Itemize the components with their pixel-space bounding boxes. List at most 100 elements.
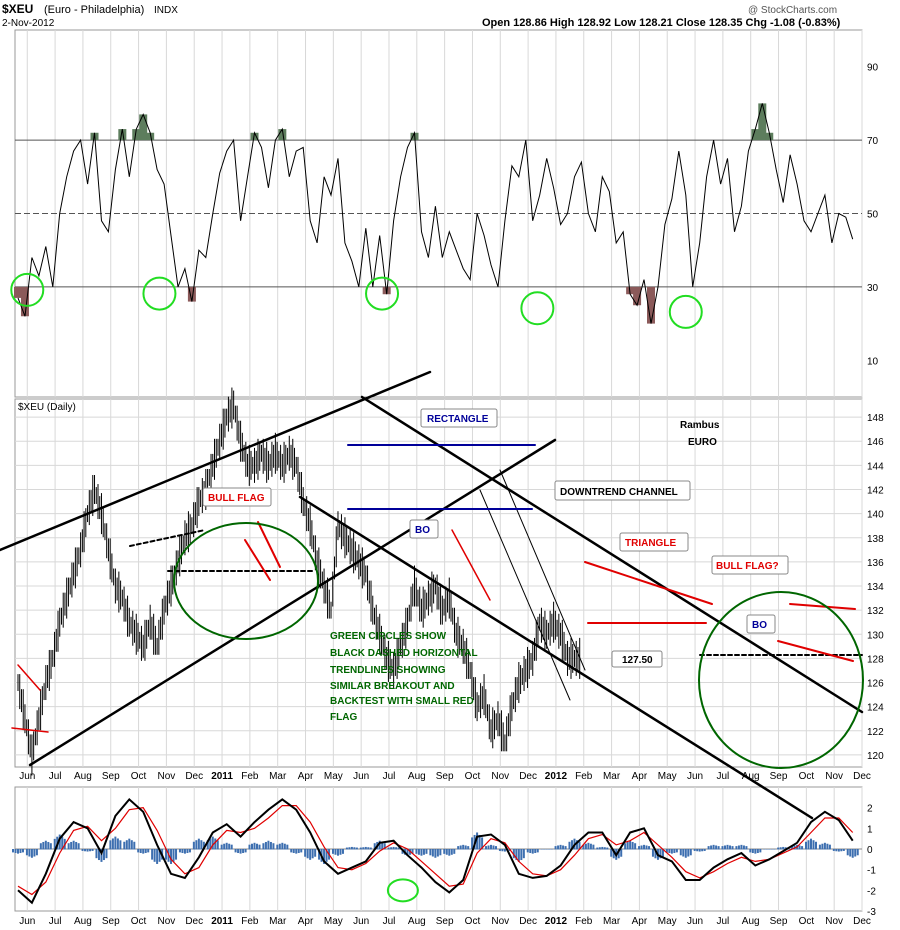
rsi-oversold-fill	[187, 286, 196, 302]
macd-histogram-bar	[543, 849, 546, 850]
macd-histogram-bar	[770, 849, 773, 850]
macd-histogram-bar	[47, 841, 50, 850]
macd-histogram-bar	[228, 843, 231, 850]
macd-histogram-bar	[139, 849, 142, 854]
price-x-tick-label: Feb	[241, 771, 259, 782]
macd-histogram-bar	[209, 838, 212, 850]
macd-histogram-bar	[211, 836, 214, 850]
macd-histogram-bar	[387, 847, 390, 850]
price-x-tick-label: Nov	[491, 771, 509, 782]
bull-flag-label: BULL FLAG	[208, 493, 265, 504]
macd-histogram-bar	[425, 849, 428, 854]
price-y-tick-label: 140	[867, 510, 884, 521]
macd-histogram-bar	[526, 849, 529, 853]
trendlines	[0, 370, 864, 820]
macd-green-circle	[386, 878, 419, 903]
macd-histogram-bar	[355, 847, 358, 850]
macd-histogram-bar	[840, 849, 843, 852]
macd-histogram-bar	[612, 849, 615, 859]
macd-histogram-bar	[395, 847, 398, 850]
macd-histogram-bar	[592, 844, 595, 850]
macd-histogram-bar	[311, 849, 314, 859]
bo-label-1: BO	[415, 525, 430, 536]
macd-histogram-bar	[467, 846, 470, 850]
header-exchange: INDX	[154, 5, 178, 16]
rsi-green-circle	[10, 272, 45, 307]
macd-histogram-bar	[262, 843, 265, 850]
macd-x-tick-label: Nov	[825, 916, 843, 927]
macd-histogram-bar	[729, 845, 732, 850]
macd-histogram-bar	[192, 841, 195, 850]
macd-histogram-bar	[86, 849, 89, 852]
rsi-overbought-fill	[146, 132, 155, 141]
macd-histogram-bar	[350, 846, 353, 850]
rsi-overbought-fill	[250, 132, 259, 141]
price-x-tick-label: Jul	[383, 771, 396, 782]
macd-histogram-bar	[601, 846, 604, 850]
macd-histogram-bar	[550, 849, 553, 850]
note-line: BACKTEST WITH SMALL RED	[330, 696, 474, 707]
rsi-y-tick-label: 30	[867, 283, 879, 294]
macd-histogram-bar	[665, 849, 668, 853]
macd-histogram-bar	[383, 843, 386, 850]
macd-histogram-bar	[67, 843, 70, 850]
macd-histogram-bar	[715, 845, 718, 850]
macd-histogram-bar	[835, 849, 838, 852]
note-text: GREEN CIRCLES SHOW BLACK DASHED HORIZONT…	[330, 631, 478, 723]
macd-histogram-bar	[429, 849, 432, 856]
macd-x-tick-label: Jul	[49, 916, 62, 927]
macd-histogram-bar	[589, 843, 592, 850]
macd-histogram-bar	[620, 849, 623, 857]
macd-histogram-bar	[717, 846, 720, 850]
price-x-tick-label: Apr	[632, 771, 648, 782]
macd-y-tick-label: 0	[867, 845, 873, 856]
rsi-y-tick-label: 70	[867, 136, 879, 147]
price-x-tick-label: Jun	[19, 771, 35, 782]
price-y-tick-label: 128	[867, 654, 884, 665]
macd-histogram-bar	[464, 845, 467, 850]
macd-histogram-bar	[341, 849, 344, 854]
macd-histogram-bar	[823, 842, 826, 850]
macd-histogram-bar	[367, 847, 370, 850]
macd-x-tick-label: Jul	[716, 916, 729, 927]
macd-histogram-bar	[272, 843, 275, 850]
macd-histogram-bar	[325, 849, 328, 862]
macd-histogram-bar	[501, 849, 504, 852]
price-x-tick-label: Sep	[770, 771, 788, 782]
price-y-tick-label: 130	[867, 630, 884, 641]
annotations: BULL FLAG RECTANGLE DOWNTREND CHANNEL TR…	[202, 408, 789, 723]
macd-signal-line	[17, 804, 854, 896]
macd-histogram-bar	[765, 849, 768, 850]
macd-x-tick-label: Sep	[102, 916, 120, 927]
macd-histogram-bar	[348, 847, 351, 850]
macd-histogram-bar	[144, 849, 147, 854]
price-x-tick-label: Dec	[853, 771, 871, 782]
macd-histogram-bar	[411, 849, 414, 854]
macd-x-tick-label: Oct	[465, 916, 481, 927]
macd-x-tick-label: Feb	[575, 916, 593, 927]
macd-histogram-bar	[14, 849, 17, 854]
macd-histogram-bar	[89, 849, 92, 852]
macd-histogram-bar	[91, 849, 94, 851]
macd-histogram-bar	[445, 849, 448, 855]
macd-histogram-bar	[119, 840, 122, 850]
macd-histogram-bar	[587, 842, 590, 850]
macd-histogram-bar	[520, 849, 523, 861]
macd-histogram-bar	[220, 844, 223, 850]
macd-histogram-bar	[710, 845, 713, 850]
macd-x-tick-label: Mar	[603, 916, 621, 927]
downtrend-bottom-line	[298, 495, 814, 820]
macd-histogram-bar	[102, 849, 105, 861]
macd-histogram-bar	[801, 846, 804, 850]
macd-histogram-bar	[490, 844, 493, 850]
macd-histogram-bar	[431, 849, 434, 857]
macd-histogram-bar	[331, 849, 334, 854]
macd-histogram-bar	[503, 849, 506, 852]
macd-histogram-bar	[42, 841, 45, 850]
macd-histogram-bar	[422, 849, 425, 855]
macd-histogram-bar	[554, 846, 557, 850]
macd-histogram-bar	[25, 849, 28, 856]
macd-x-tick-label: Aug	[74, 916, 92, 927]
price-x-tick-label: Feb	[575, 771, 593, 782]
